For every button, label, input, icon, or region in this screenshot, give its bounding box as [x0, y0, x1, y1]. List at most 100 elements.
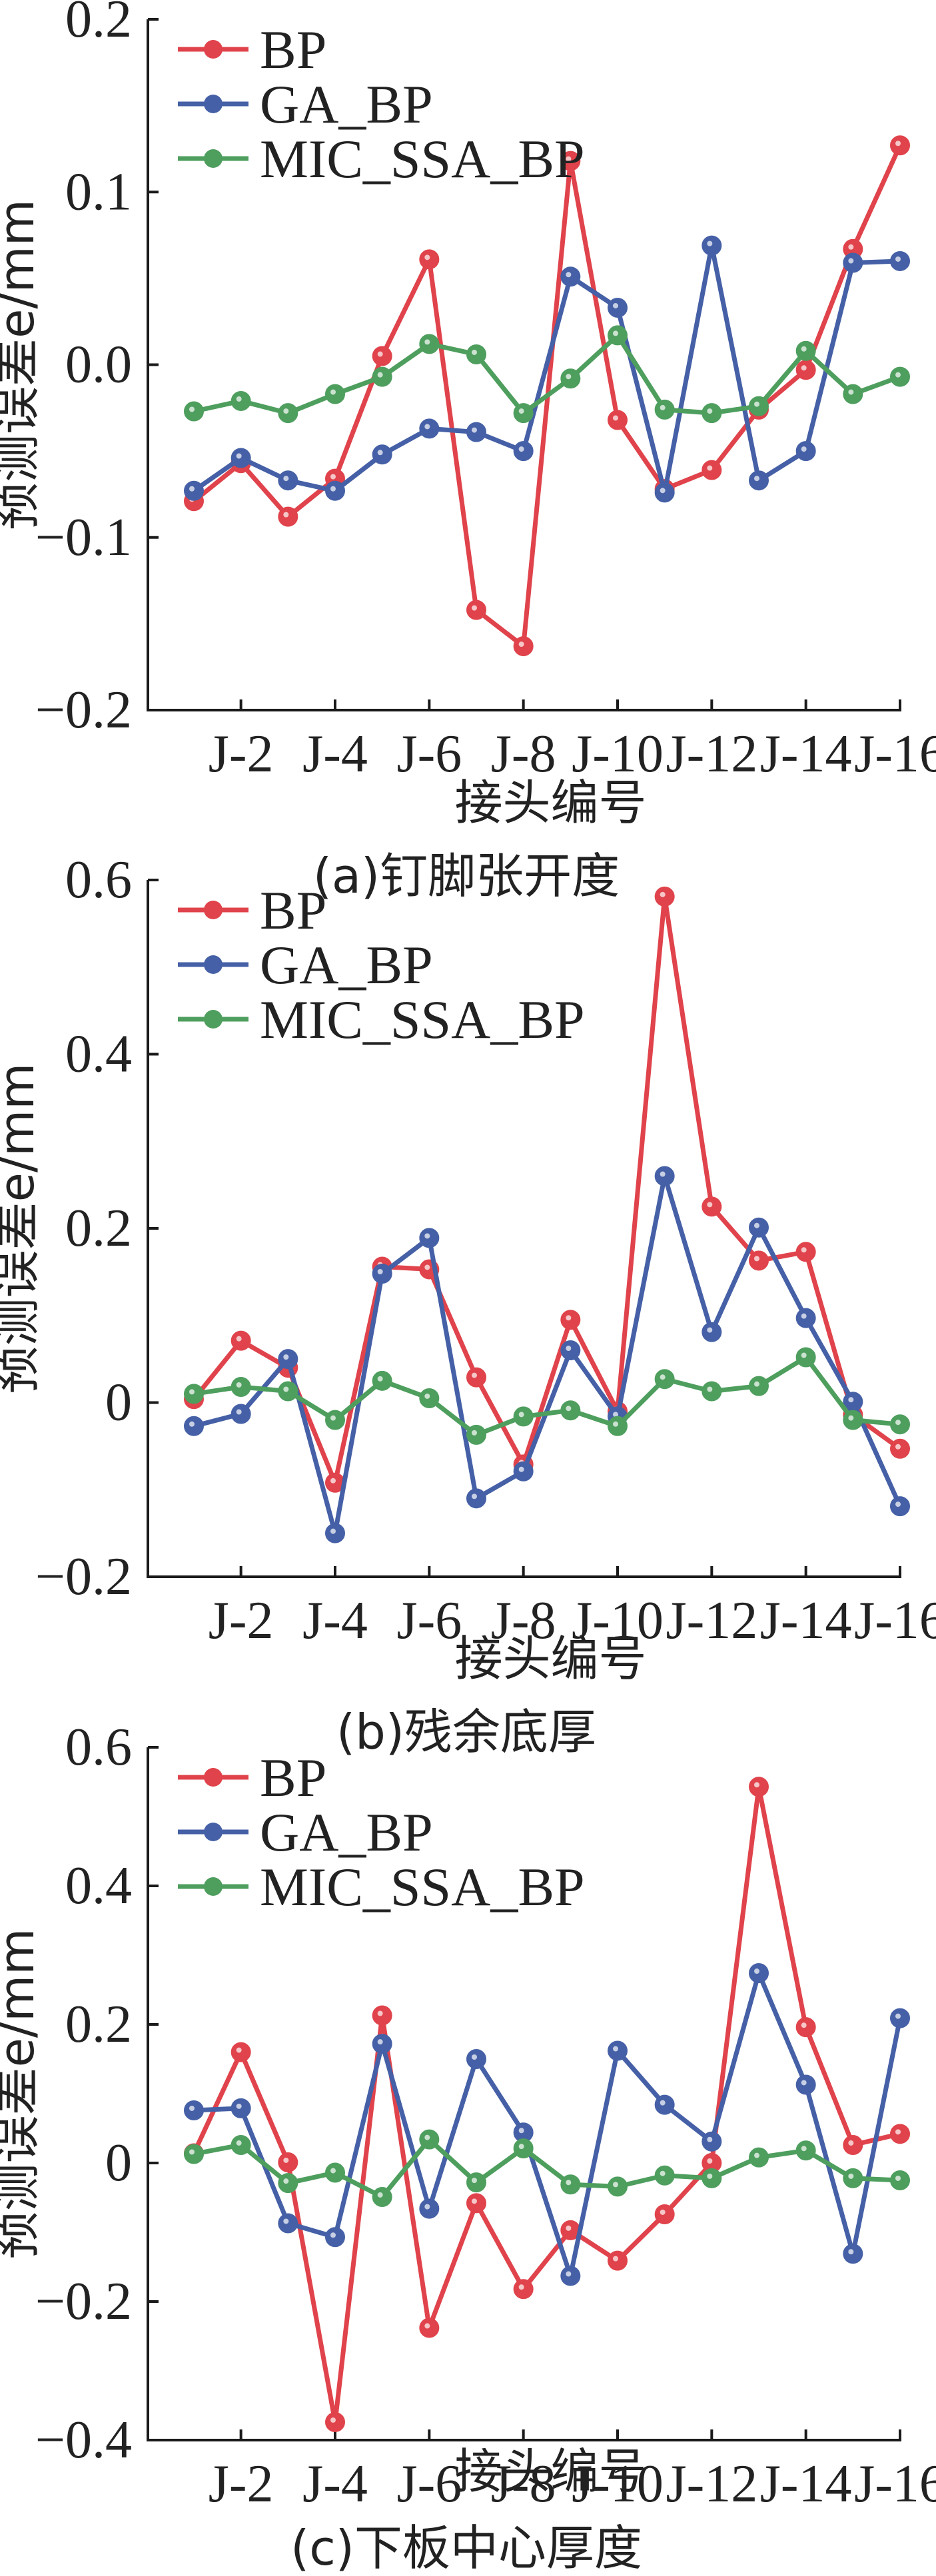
legend-marker [204, 1877, 223, 1896]
data-point-highlight [330, 474, 336, 480]
data-point [890, 1438, 910, 1459]
chart-panel-a: −0.2−0.10.00.10.2J-2 J-4 J-6 J-8 J-10 J-12 J-1… [0, 0, 936, 904]
x-tick-label: J-10 [572, 725, 664, 783]
data-point [749, 396, 769, 416]
x-tick-label: J-6 [396, 725, 462, 783]
data-point-highlight [283, 476, 289, 482]
series-line [191, 1784, 901, 2425]
data-point [890, 250, 910, 271]
legend-item-bp: BP [178, 19, 326, 80]
data-point [560, 1340, 581, 1361]
data-point-highlight [754, 476, 759, 482]
data-point-highlight [613, 330, 618, 336]
data-point-highlight [283, 2178, 289, 2184]
x-tick-label: J-4 [302, 725, 368, 783]
data-point-highlight [613, 302, 618, 308]
y-tick-label: 0.1 [65, 163, 132, 221]
data-point [654, 482, 675, 503]
x-tick-label: J-8 [491, 1591, 556, 1650]
data-point [513, 1406, 534, 1427]
x-tick-label: J-12 [666, 1591, 757, 1650]
legend-marker [204, 40, 223, 59]
data-point-highlight [848, 2173, 854, 2179]
data-point [654, 2204, 675, 2224]
data-point [560, 266, 581, 287]
data-point [560, 2266, 581, 2286]
data-point-highlight [895, 2176, 901, 2181]
data-point-highlight [613, 2046, 618, 2052]
data-point-highlight [707, 408, 713, 414]
data-point [795, 2140, 816, 2161]
data-point [795, 441, 816, 462]
legend-marker [204, 1768, 223, 1787]
data-point-highlight [754, 1222, 759, 1228]
data-point [560, 368, 581, 389]
data-point-highlight [660, 2100, 666, 2106]
data-point-highlight [707, 2136, 713, 2142]
data-point [843, 2244, 863, 2264]
data-point [419, 418, 440, 439]
data-point-highlight [613, 2182, 618, 2188]
data-point-highlight [895, 2013, 901, 2019]
data-point [560, 1310, 581, 1330]
series-bp [184, 886, 910, 1493]
data-point [654, 2094, 675, 2115]
data-point [466, 2172, 486, 2193]
x-tick-label: J-4 [302, 1591, 368, 1650]
data-point [325, 384, 345, 404]
data-point-highlight [283, 408, 289, 414]
data-point [608, 297, 628, 318]
data-point-highlight [848, 1397, 854, 1403]
data-point [466, 2049, 486, 2069]
data-point-highlight [895, 1502, 901, 1507]
data-point-highlight [518, 642, 524, 647]
legend-label: MIC_SSA_BP [260, 989, 585, 1050]
y-tick-label: 0.2 [65, 1199, 132, 1258]
data-point [513, 403, 534, 424]
data-point-highlight [189, 1421, 195, 1427]
data-point-highlight [613, 2256, 618, 2262]
data-point [466, 2193, 486, 2214]
data-point-highlight [707, 2158, 713, 2164]
data-point-highlight [236, 1336, 242, 1342]
data-point [890, 2170, 910, 2190]
data-point [795, 2074, 816, 2095]
data-point-highlight [377, 1268, 383, 1274]
data-point-highlight [377, 450, 383, 456]
data-point-highlight [236, 2140, 242, 2146]
legend-item-ga-bp: GA_BP [178, 74, 433, 135]
data-point [513, 441, 534, 462]
data-point-highlight [472, 1372, 477, 1378]
data-point [325, 2411, 345, 2432]
data-point [843, 2134, 863, 2155]
y-tick-label: −0.1 [35, 508, 132, 567]
data-point [372, 346, 392, 366]
data-point [843, 2168, 863, 2188]
y-tick-label: 0 [105, 2134, 132, 2192]
data-point [795, 360, 816, 380]
data-point-highlight [801, 365, 807, 371]
legend-label: MIC_SSA_BP [260, 1857, 585, 1917]
data-point [702, 1322, 722, 1342]
data-point-highlight [566, 2180, 572, 2186]
data-point [890, 135, 910, 156]
data-point [372, 444, 392, 465]
data-point-highlight [518, 446, 524, 452]
data-point [702, 460, 722, 480]
data-point-highlight [236, 1409, 242, 1415]
data-point [278, 2152, 298, 2172]
data-point-highlight [566, 374, 572, 380]
legend-item-mic-ssa-bp: MIC_SSA_BP [178, 989, 585, 1050]
data-point-highlight [566, 156, 572, 162]
data-point [608, 2176, 628, 2197]
data-point-highlight [189, 1389, 195, 1395]
x-tick-label: J-4 [302, 2455, 368, 2513]
data-point-highlight [518, 1412, 524, 1418]
data-point [419, 249, 440, 270]
data-point [513, 636, 534, 657]
x-tick-label: J-8 [491, 725, 556, 783]
data-point [608, 410, 628, 430]
data-point-highlight [707, 1202, 713, 1208]
data-point [466, 344, 486, 364]
data-point-highlight [236, 1382, 242, 1388]
